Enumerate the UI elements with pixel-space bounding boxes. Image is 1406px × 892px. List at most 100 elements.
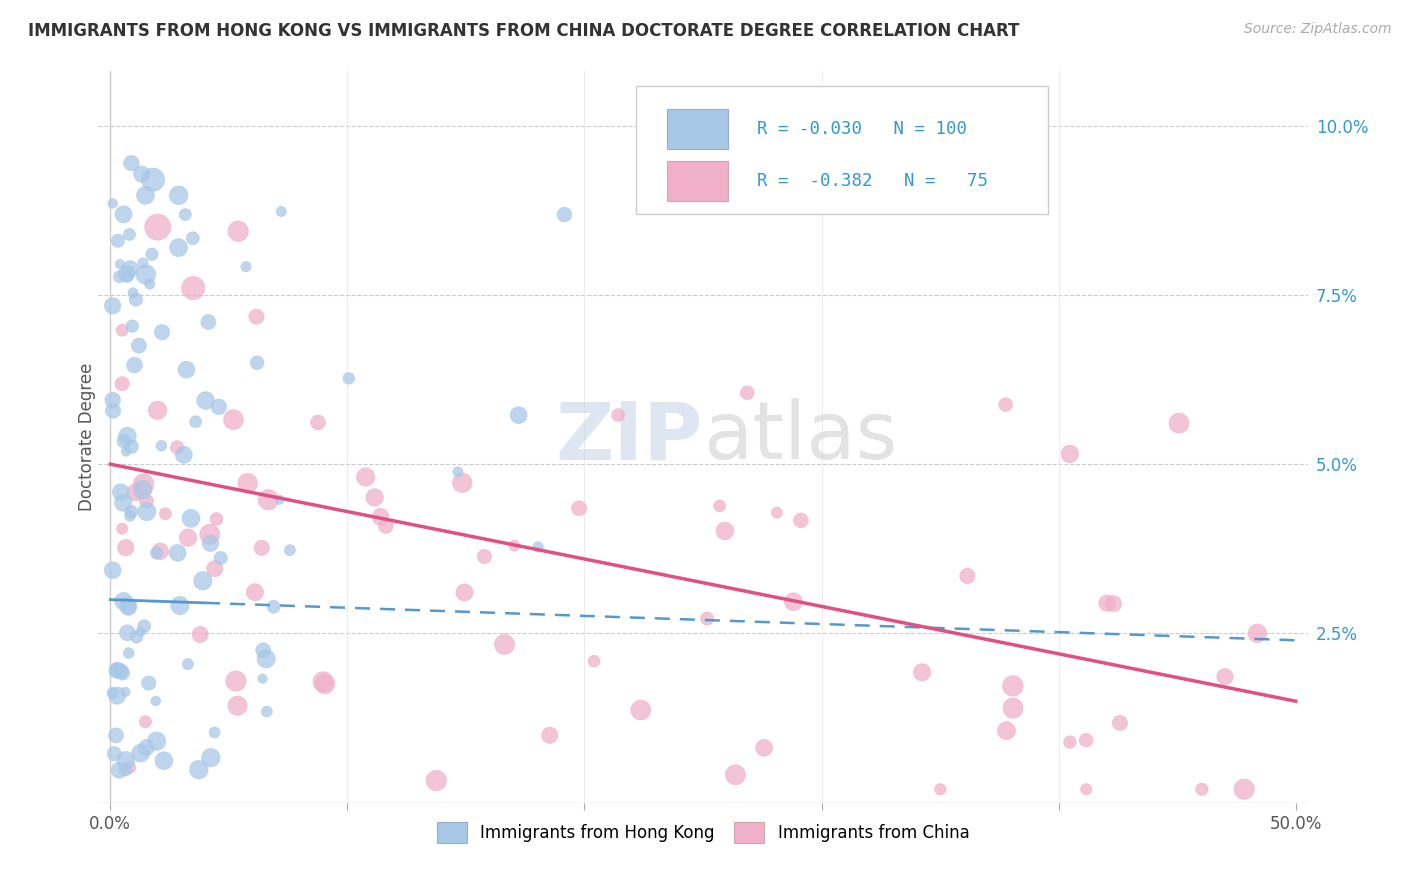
Point	[696, 612, 718, 626]
Point	[111, 666, 134, 681]
Point	[714, 524, 737, 538]
Point	[110, 664, 132, 678]
Point	[120, 505, 142, 519]
Text: Source: ZipAtlas.com: Source: ZipAtlas.com	[1244, 22, 1392, 37]
Point	[146, 220, 169, 235]
Point	[254, 652, 277, 666]
Point	[101, 686, 124, 700]
Point	[269, 492, 291, 507]
Point	[1109, 715, 1132, 730]
Point	[752, 740, 775, 755]
Point	[149, 544, 172, 558]
Point	[226, 224, 249, 238]
Point	[180, 511, 202, 525]
Point	[222, 412, 245, 426]
Point	[139, 277, 162, 291]
Point	[508, 408, 530, 422]
Point	[270, 204, 292, 219]
Point	[117, 599, 139, 613]
Point	[117, 429, 139, 443]
Point	[257, 492, 280, 507]
Point	[453, 585, 475, 599]
Point	[125, 293, 148, 307]
Point	[118, 760, 141, 774]
Point	[105, 664, 128, 678]
Point	[122, 285, 145, 300]
Point	[235, 260, 257, 274]
Text: R = -0.030   N = 100: R = -0.030 N = 100	[758, 120, 967, 137]
Point	[177, 657, 200, 672]
Point	[236, 476, 259, 491]
Point	[245, 310, 267, 324]
Point	[1168, 416, 1191, 430]
Point	[142, 172, 165, 186]
Point	[354, 470, 377, 484]
Point	[112, 495, 135, 509]
Point	[153, 754, 176, 768]
Point	[1059, 735, 1081, 749]
Point	[167, 188, 190, 202]
Point	[1213, 670, 1236, 684]
Point	[115, 267, 138, 281]
Point	[252, 672, 274, 686]
Point	[278, 543, 301, 558]
FancyBboxPatch shape	[666, 109, 728, 149]
Point	[108, 257, 131, 271]
Point	[117, 269, 139, 284]
Point	[208, 400, 231, 414]
Point	[256, 705, 278, 719]
Point	[1191, 782, 1213, 797]
Point	[111, 522, 134, 536]
Point	[114, 685, 136, 699]
Point	[994, 398, 1017, 412]
Point	[120, 156, 142, 170]
Point	[166, 546, 188, 560]
FancyBboxPatch shape	[666, 161, 728, 201]
Point	[312, 674, 335, 689]
Legend: Immigrants from Hong Kong, Immigrants from China: Immigrants from Hong Kong, Immigrants fr…	[430, 815, 976, 849]
Point	[956, 569, 979, 583]
Point	[101, 392, 124, 407]
Point	[583, 654, 606, 668]
Point	[1246, 626, 1268, 640]
Point	[118, 508, 141, 523]
Point	[105, 689, 128, 703]
Point	[724, 768, 747, 782]
Point	[145, 546, 167, 560]
Point	[538, 728, 561, 742]
Point	[134, 714, 156, 729]
Point	[112, 434, 135, 448]
Point	[197, 315, 219, 329]
Point	[135, 268, 157, 282]
Point	[124, 485, 146, 500]
Point	[118, 646, 141, 660]
Point	[177, 531, 200, 545]
Point	[110, 485, 132, 500]
Point	[204, 562, 226, 576]
Point	[1095, 596, 1118, 610]
Point	[112, 207, 135, 221]
Point	[527, 540, 550, 554]
Point	[120, 440, 142, 454]
Point	[167, 241, 190, 255]
Point	[209, 551, 232, 566]
Point	[225, 673, 247, 688]
Point	[188, 627, 211, 641]
Point	[1076, 782, 1098, 797]
Point	[135, 504, 157, 518]
Point	[150, 439, 173, 453]
Point	[204, 725, 226, 739]
Point	[131, 483, 153, 497]
Point	[103, 747, 125, 761]
Point	[111, 323, 134, 337]
Point	[176, 362, 198, 376]
Point	[145, 694, 167, 708]
Point	[169, 599, 191, 613]
Point	[135, 494, 157, 508]
Point	[155, 507, 177, 521]
Point	[120, 261, 142, 276]
Point	[121, 319, 143, 334]
Point	[187, 763, 209, 777]
Point	[114, 763, 136, 777]
Point	[494, 637, 516, 651]
